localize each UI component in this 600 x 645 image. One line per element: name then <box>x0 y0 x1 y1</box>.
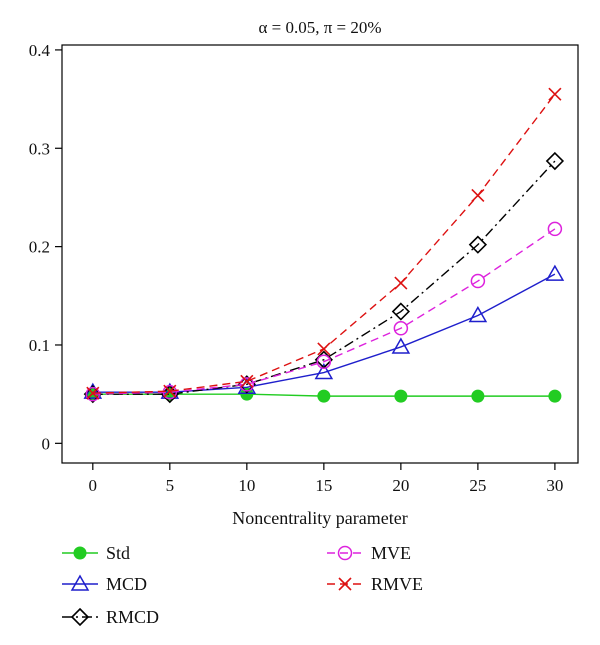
series-mcd <box>83 264 565 399</box>
y-tick-label: 0.3 <box>29 139 50 158</box>
legend-marker-std <box>73 546 87 560</box>
legend-label-mcd: MCD <box>106 574 147 594</box>
legend-marker-mcd <box>70 574 90 591</box>
series-rmve <box>86 87 562 400</box>
data-point-mve <box>316 354 332 369</box>
series-std <box>86 387 562 403</box>
data-point-mve <box>470 273 486 289</box>
data-point-rmcd <box>468 235 488 254</box>
data-point-rmve <box>163 384 177 398</box>
y-tick-label: 0.2 <box>29 238 50 257</box>
series-line-rmcd <box>92 160 556 395</box>
data-point-mcd <box>468 305 488 323</box>
cross-stroke <box>317 342 331 356</box>
data-point-rmve <box>317 342 331 356</box>
data-point-mve <box>393 321 409 336</box>
y-tick-label: 0 <box>42 434 51 453</box>
data-point-mve <box>239 377 255 392</box>
data-point-rmve <box>471 188 485 203</box>
data-point-mve <box>547 221 563 237</box>
data-point-rmve <box>86 386 100 400</box>
data-point-mcd <box>391 337 411 354</box>
data-point-mcd <box>545 264 565 281</box>
x-tick-label: 20 <box>392 476 409 495</box>
y-tick-label: 0.1 <box>29 336 50 355</box>
cross-stroke <box>240 374 254 388</box>
data-point-rmcd <box>391 302 410 321</box>
legend-item-std: Std <box>62 543 130 563</box>
legend-item-mve: MVE <box>327 543 411 563</box>
data-point-std <box>471 389 485 403</box>
x-axis-label: Noncentrality parameter <box>232 508 408 528</box>
legend-marker-mve <box>337 545 353 561</box>
cross-stroke <box>548 87 562 101</box>
series-mve <box>85 221 563 402</box>
legend-marker-rmcd <box>70 607 90 627</box>
y-tick-label: 0.4 <box>29 41 51 60</box>
x-tick-label: 15 <box>315 476 332 495</box>
data-point-rmve <box>394 276 408 290</box>
data-point-mve <box>85 386 101 402</box>
series-line-mcd <box>92 273 556 393</box>
cross-stroke <box>471 188 485 203</box>
cross-stroke <box>163 384 177 398</box>
cross-stroke <box>86 386 100 400</box>
legend-label-mve: MVE <box>371 543 411 563</box>
legend-label-rmve: RMVE <box>371 574 423 594</box>
legend-label-rmcd: RMCD <box>106 607 159 627</box>
x-tick-label: 30 <box>546 476 563 495</box>
data-point-std <box>394 389 408 403</box>
cross-stroke <box>394 276 408 290</box>
x-tick-label: 0 <box>89 476 98 495</box>
legend-item-rmcd: RMCD <box>62 607 159 627</box>
x-tick-label: 25 <box>469 476 486 495</box>
data-point-mve <box>162 384 178 400</box>
chart-title: α = 0.05, π = 20% <box>258 18 382 37</box>
plot-frame <box>61 44 579 464</box>
data-point-std <box>317 389 331 403</box>
data-point-rmve <box>548 87 562 101</box>
legend-marker-rmve <box>338 577 352 591</box>
x-tick-label: 10 <box>238 476 255 495</box>
data-point-std <box>548 389 562 403</box>
data-point-mcd <box>314 363 334 380</box>
x-tick-label: 5 <box>166 476 175 495</box>
cross-stroke <box>338 577 352 591</box>
legend-item-rmve: RMVE <box>327 574 423 594</box>
series-line-mve <box>92 228 556 395</box>
data-point-rmcd <box>545 151 565 171</box>
legend-item-mcd: MCD <box>62 574 147 594</box>
legend-label-std: Std <box>106 543 130 563</box>
data-point-std <box>240 387 254 401</box>
data-point-rmve <box>240 374 254 388</box>
